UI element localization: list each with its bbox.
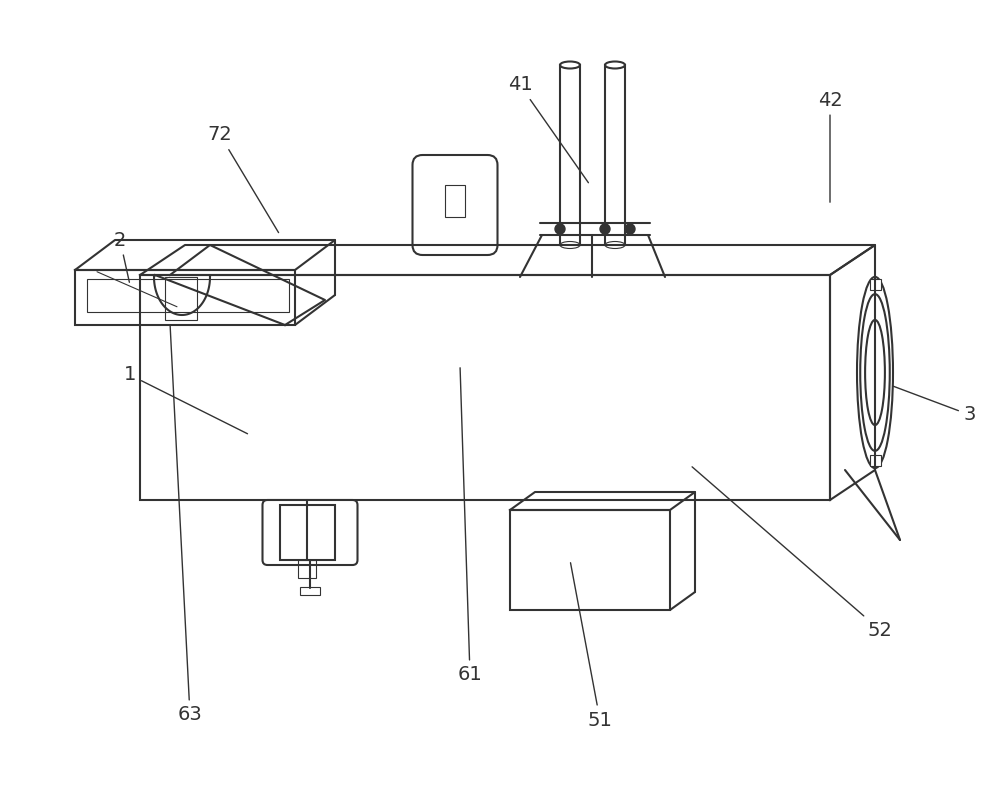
Text: 2: 2	[114, 231, 129, 283]
Circle shape	[600, 224, 610, 234]
Ellipse shape	[605, 242, 625, 249]
FancyBboxPatch shape	[413, 155, 497, 255]
Bar	[300, 587, 320, 595]
Bar	[870, 279, 881, 290]
Text: 61: 61	[458, 368, 482, 685]
Bar	[560, 65, 580, 245]
Text: 42: 42	[818, 90, 842, 203]
Bar	[280, 505, 335, 560]
Circle shape	[625, 224, 635, 234]
Bar	[87, 279, 289, 312]
Text: 41: 41	[508, 75, 588, 183]
Ellipse shape	[605, 61, 625, 68]
Bar	[445, 185, 465, 217]
Text: 72: 72	[208, 126, 279, 232]
Bar	[870, 455, 881, 466]
Bar	[140, 275, 830, 500]
Bar	[298, 560, 316, 578]
FancyBboxPatch shape	[263, 500, 358, 565]
Text: 52: 52	[692, 467, 892, 640]
Text: 63: 63	[170, 326, 202, 725]
Text: 1: 1	[124, 366, 248, 434]
Bar	[165, 277, 197, 320]
Text: 3: 3	[893, 386, 976, 425]
Circle shape	[555, 224, 565, 234]
Bar	[75, 270, 295, 325]
Bar	[605, 65, 625, 245]
Ellipse shape	[560, 242, 580, 249]
Text: 51: 51	[571, 563, 612, 729]
Ellipse shape	[560, 61, 580, 68]
Bar	[510, 510, 670, 610]
